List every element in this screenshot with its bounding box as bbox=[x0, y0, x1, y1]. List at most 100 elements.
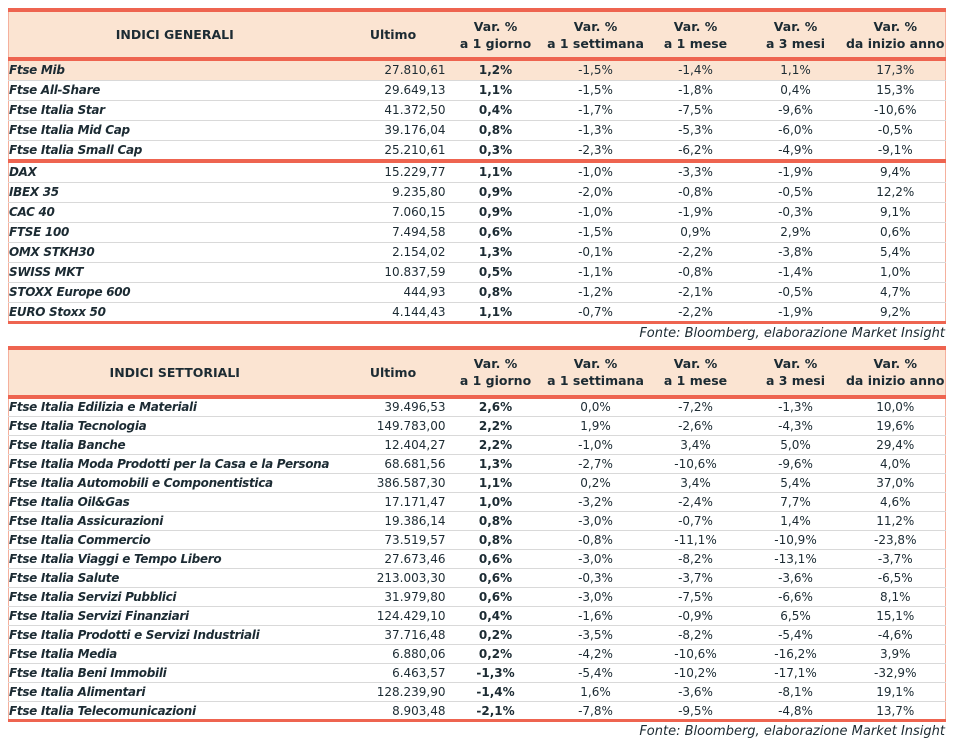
pct-change-cell: -8,2% bbox=[645, 549, 746, 569]
column-header-var-line1: Var. % bbox=[473, 18, 518, 34]
pct-change-cell: -1,5% bbox=[545, 80, 646, 101]
general-indices-table-section: INDICI GENERALI Ultimo Var. % a 1 giorno Var… bbox=[8, 8, 946, 324]
column-header-var-line2: da inizio anno bbox=[845, 373, 945, 388]
pct-change-cell: -7,2% bbox=[645, 397, 746, 417]
index-name-cell: Ftse Italia Mid Cap bbox=[8, 120, 341, 141]
pct-change-cell: 3,9% bbox=[845, 644, 946, 664]
pct-change-cell: -0,8% bbox=[645, 262, 746, 283]
pct-change-cell: -5,3% bbox=[645, 120, 746, 141]
pct-change-cell: -1,0% bbox=[545, 202, 646, 223]
pct-change-cell: 0,3% bbox=[445, 140, 546, 161]
pct-change-cell: 1,1% bbox=[445, 473, 546, 493]
table-row: OMX STKH30 2.154,02 1,3% -0,1% -2,2% -3,8% 5,4… bbox=[8, 242, 946, 263]
pct-change-cell: -2,7% bbox=[545, 454, 646, 474]
index-name-cell: OMX STKH30 bbox=[8, 242, 341, 263]
pct-change-cell: -3,8% bbox=[745, 242, 846, 263]
table-row: SWISS MKT 10.837,59 0,5% -1,1% -0,8% -1,4% 1,0… bbox=[8, 262, 946, 283]
last-value-cell: 39.496,53 bbox=[340, 397, 446, 417]
pct-change-cell: -10,2% bbox=[645, 663, 746, 683]
pct-change-cell: -1,3% bbox=[445, 663, 546, 683]
pct-change-cell: -0,1% bbox=[545, 242, 646, 263]
pct-change-cell: -7,5% bbox=[645, 587, 746, 607]
pct-change-cell: -4,2% bbox=[545, 644, 646, 664]
pct-change-cell: -10,6% bbox=[845, 100, 946, 121]
pct-change-cell: 9,4% bbox=[845, 162, 946, 183]
column-header-var: Var. % a 1 giorno bbox=[445, 10, 546, 58]
pct-change-cell: 5,4% bbox=[745, 473, 846, 493]
column-header-var-line1: Var. % bbox=[573, 18, 618, 34]
pct-change-cell: 4,6% bbox=[845, 492, 946, 512]
source-note: Fonte: Bloomberg, elaborazione Market In… bbox=[639, 325, 945, 341]
pct-change-cell: 7,7% bbox=[745, 492, 846, 512]
pct-change-cell: 5,4% bbox=[845, 242, 946, 263]
pct-change-cell: 1,1% bbox=[445, 302, 546, 323]
index-name-cell: EURO Stoxx 50 bbox=[8, 302, 341, 323]
pct-change-cell: 19,6% bbox=[845, 416, 946, 436]
pct-change-cell: -10,6% bbox=[645, 644, 746, 664]
table-row: Ftse Italia Servizi Finanziari 124.429,10… bbox=[8, 606, 946, 626]
index-name-cell: DAX bbox=[8, 162, 341, 183]
pct-change-cell: 2,2% bbox=[445, 435, 546, 455]
pct-change-cell: 0,6% bbox=[445, 587, 546, 607]
pct-change-cell: 0,2% bbox=[445, 625, 546, 645]
pct-change-cell: 0,4% bbox=[745, 80, 846, 101]
column-header-var-line1: Var. % bbox=[873, 356, 917, 371]
last-value-cell: 124.429,10 bbox=[340, 606, 446, 626]
pct-change-cell: 9,1% bbox=[845, 202, 946, 223]
last-value-cell: 15.229,77 bbox=[340, 162, 446, 183]
last-value-cell: 25.210,61 bbox=[340, 140, 446, 161]
pct-change-cell: 9,2% bbox=[845, 302, 946, 323]
column-header-var-line2: a 1 mese bbox=[663, 373, 728, 388]
index-name-cell: Ftse Italia Servizi Pubblici bbox=[8, 587, 341, 607]
pct-change-cell: -3,0% bbox=[545, 549, 646, 569]
pct-change-cell: 8,1% bbox=[845, 587, 946, 607]
group-divider-bar bbox=[8, 159, 946, 163]
pct-change-cell: -3,7% bbox=[845, 549, 946, 569]
index-name-cell: Ftse Italia Viaggi e Tempo Libero bbox=[8, 549, 341, 569]
pct-change-cell: -1,5% bbox=[545, 222, 646, 243]
last-value-cell: 7.494,58 bbox=[340, 222, 446, 243]
pct-change-cell: -1,5% bbox=[545, 60, 646, 81]
table-row: Ftse Italia Banche 12.404,27 2,2% -1,0% 3,4%… bbox=[8, 435, 946, 455]
pct-change-cell: 0,2% bbox=[545, 473, 646, 493]
index-name-cell: Ftse Italia Star bbox=[8, 100, 341, 121]
index-name-cell: Ftse Italia Telecomunicazioni bbox=[8, 701, 341, 721]
pct-change-cell: -1,9% bbox=[645, 202, 746, 223]
pct-change-cell: -7,8% bbox=[545, 701, 646, 721]
pct-change-cell: 1,1% bbox=[445, 162, 546, 183]
index-name-cell: Ftse Italia Alimentari bbox=[8, 682, 341, 702]
table-row: Ftse Italia Tecnologia 149.783,00 2,2% 1,9%… bbox=[8, 416, 946, 436]
pct-change-cell: -0,3% bbox=[545, 568, 646, 588]
pct-change-cell: -1,8% bbox=[645, 80, 746, 101]
last-value-cell: 7.060,15 bbox=[340, 202, 446, 223]
pct-change-cell: -1,4% bbox=[745, 262, 846, 283]
column-header-var-line2: a 3 mesi bbox=[765, 373, 826, 388]
column-header-var-line1: Var. % bbox=[573, 356, 618, 371]
pct-change-cell: -3,5% bbox=[545, 625, 646, 645]
column-header-var: Var. % a 1 mese bbox=[645, 10, 746, 58]
pct-change-cell: -0,5% bbox=[845, 120, 946, 141]
pct-change-cell: -0,5% bbox=[745, 282, 846, 303]
table-row: Ftse Italia Commercio 73.519,57 0,8% -0,8% -… bbox=[8, 530, 946, 550]
pct-change-cell: 10,0% bbox=[845, 397, 946, 417]
column-header-var: Var. % a 1 settimana bbox=[545, 10, 646, 58]
column-header-last: Ultimo bbox=[340, 347, 446, 396]
pct-change-cell: -17,1% bbox=[745, 663, 846, 683]
pct-change-cell: 1,3% bbox=[445, 454, 546, 474]
pct-change-cell: -0,3% bbox=[745, 202, 846, 223]
table-row: Ftse Italia Automobili e Componentistica… bbox=[8, 473, 946, 493]
pct-change-cell: -1,4% bbox=[445, 682, 546, 702]
last-value-cell: 41.372,50 bbox=[340, 100, 446, 121]
pct-change-cell: 0,9% bbox=[445, 202, 546, 223]
pct-change-cell: -3,7% bbox=[645, 568, 746, 588]
pct-change-cell: -0,7% bbox=[545, 302, 646, 323]
column-header-var-line2: a 1 settimana bbox=[547, 35, 644, 51]
pct-change-cell: 0,2% bbox=[445, 644, 546, 664]
column-header-var: Var. % a 1 mese bbox=[645, 347, 746, 396]
pct-change-cell: -6,6% bbox=[745, 587, 846, 607]
pct-change-cell: 0,6% bbox=[445, 222, 546, 243]
pct-change-cell: -16,2% bbox=[745, 644, 846, 664]
last-value-cell: 444,93 bbox=[340, 282, 446, 303]
last-value-cell: 37.716,48 bbox=[340, 625, 446, 645]
pct-change-cell: -8,1% bbox=[745, 682, 846, 702]
